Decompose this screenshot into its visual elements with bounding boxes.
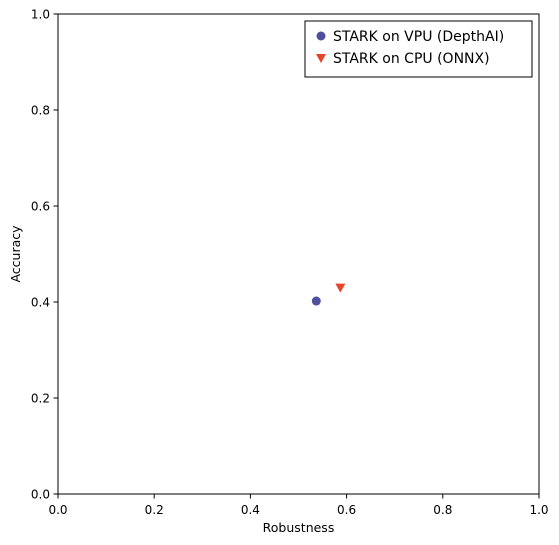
plot-frame [57,13,540,495]
x-tick-label: 0.4 [241,503,260,517]
y-tick-label: 1.0 [31,7,50,21]
x-tick-label: 0.8 [433,503,452,517]
y-tick-label: 0.8 [31,103,50,117]
data-point-circle [311,296,321,306]
data-point-triangle [335,283,346,293]
data-points [311,283,346,306]
x-tick-label: 0.2 [145,503,164,517]
y-tick-label: 0.6 [31,199,50,213]
y-tick-label: 0.0 [31,487,50,501]
x-tick-label: 0.6 [337,503,356,517]
x-tick-label: 1.0 [529,503,548,517]
legend-marker-circle [316,31,326,41]
y-axis-ticks: 0.0 0.2 0.4 0.6 0.8 1.0 [31,7,58,501]
legend-frame [304,20,533,78]
legend: STARK on VPU (DepthAI) STARK on CPU (ONN… [304,20,533,78]
x-tick-label: 0.0 [48,503,67,517]
y-tick-label: 0.2 [31,391,50,405]
legend-label-cpu: STARK on CPU (ONNX) [333,51,490,67]
legend-marker-triangle [316,54,326,63]
x-axis-ticks: 0.0 0.2 0.4 0.6 0.8 1.0 [48,494,549,517]
x-axis-label: Robustness [263,520,335,535]
y-axis-label: Accuracy [8,225,23,283]
y-tick-label: 0.4 [31,295,50,309]
legend-label-vpu: STARK on VPU (DepthAI) [333,29,504,45]
